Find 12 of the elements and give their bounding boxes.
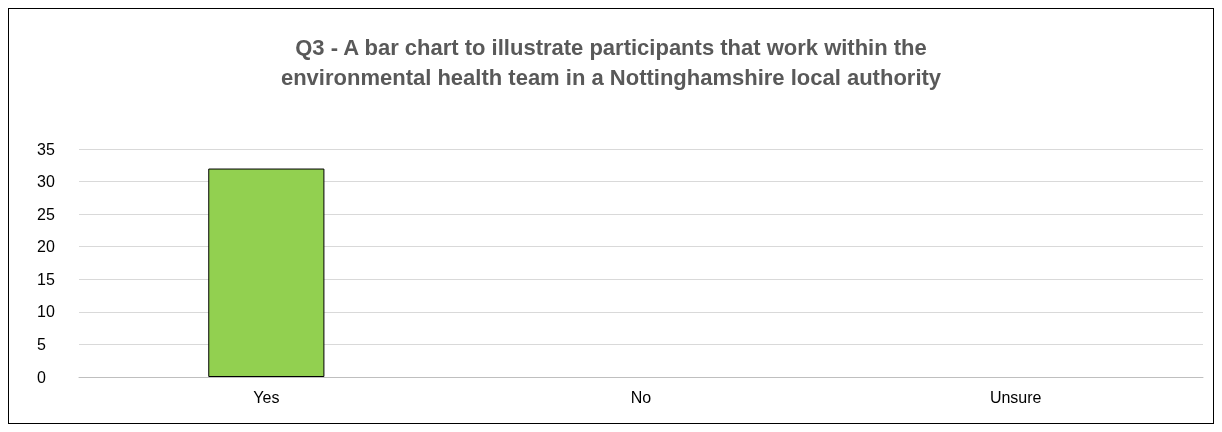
y-tick-label: 5 (37, 335, 46, 353)
y-tick-label: 10 (37, 303, 55, 321)
y-tick-label: 35 (37, 140, 55, 158)
chart-title: Q3 - A bar chart to illustrate participants that work within the environmental health team in a Nottinghamshire local authority (280, 34, 942, 90)
y-tick-label: 15 (37, 270, 55, 288)
y-tick-label: 30 (37, 173, 55, 191)
x-tick-label: Yes (253, 388, 280, 406)
y-tick-label: 25 (37, 205, 55, 223)
x-tick-label: No (630, 388, 652, 406)
y-tick-label: 20 (37, 238, 55, 256)
x-tick-label: Unsure (989, 388, 1042, 406)
y-tick-label: 0 (37, 368, 46, 386)
